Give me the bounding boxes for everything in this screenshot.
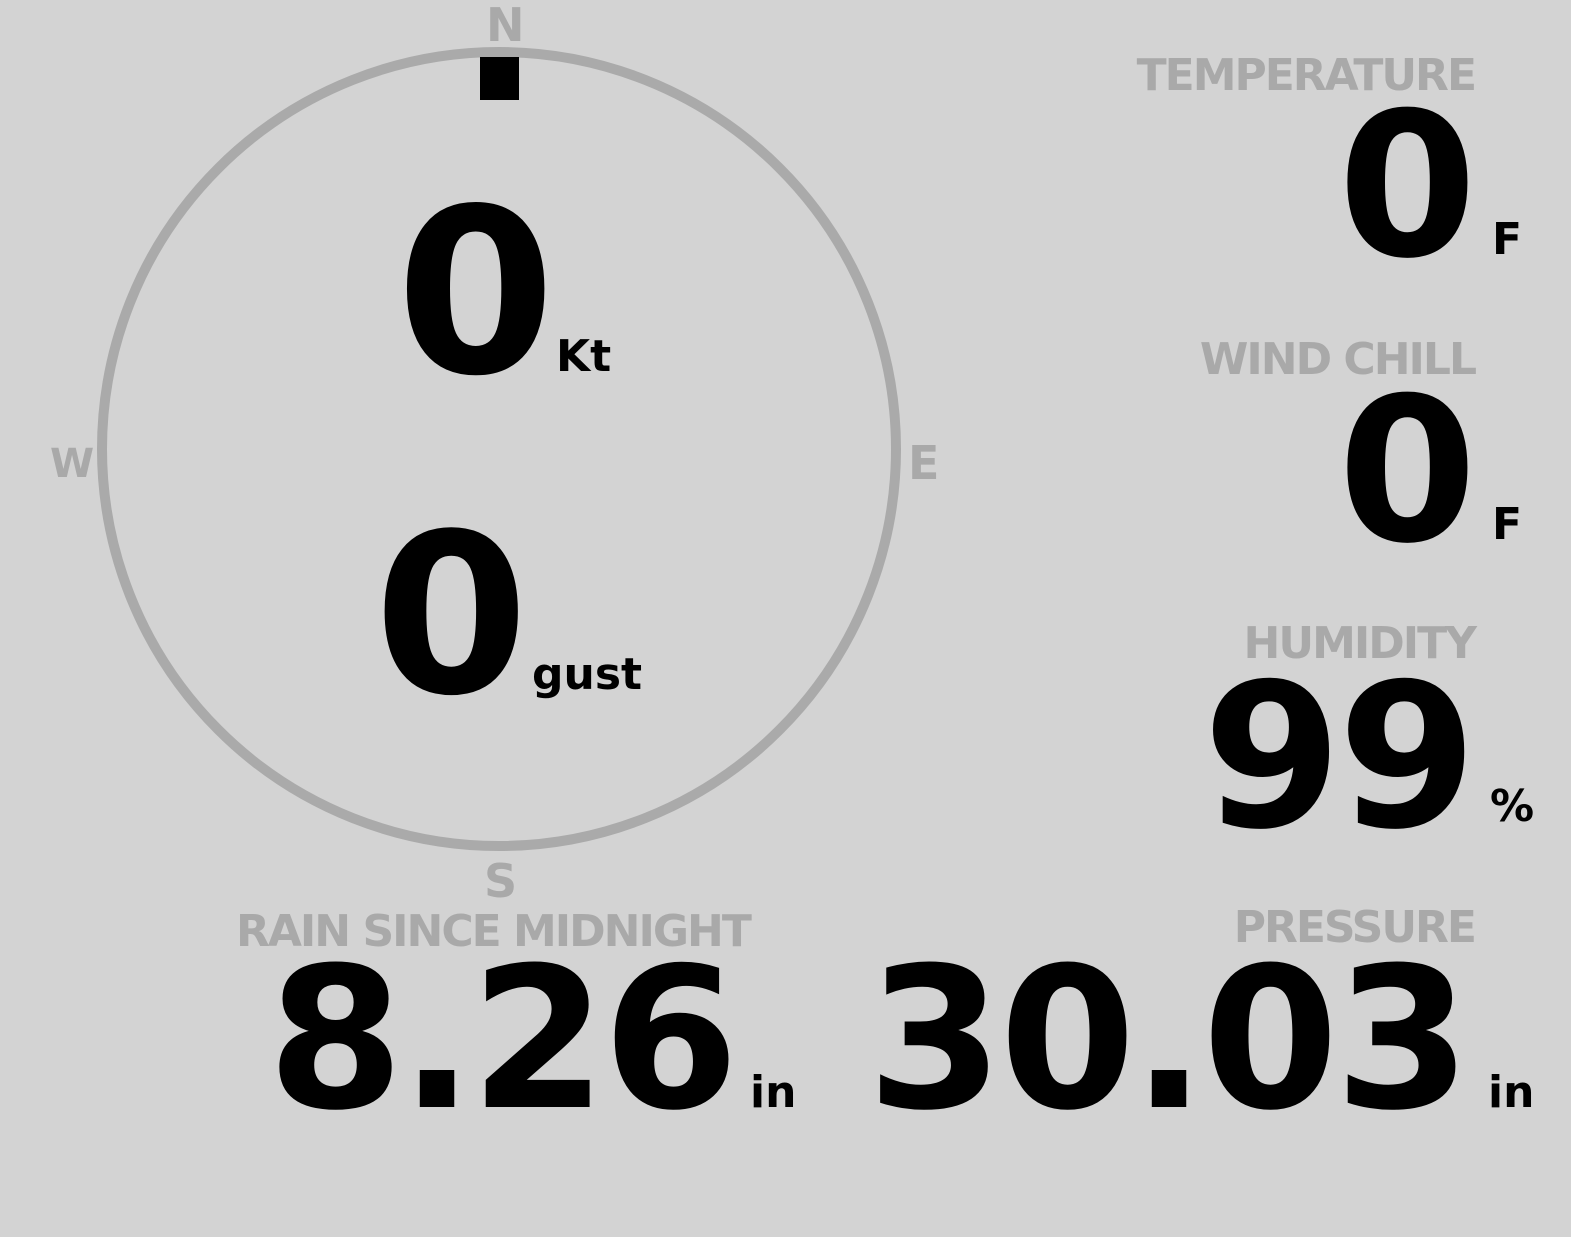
- humidity-unit: %: [1490, 781, 1535, 832]
- rain-value: 8.26: [267, 926, 739, 1154]
- pressure-value: 30.03: [867, 926, 1471, 1154]
- temperature-unit: F: [1492, 214, 1523, 265]
- wind-gust-unit: gust: [532, 649, 643, 700]
- wind-direction-marker: [480, 57, 519, 100]
- wind-gust-value: 0: [374, 487, 528, 745]
- temperature-value: 0: [1337, 70, 1477, 303]
- wind-speed-unit: Kt: [556, 331, 612, 382]
- temperature-label: TEMPERATURE: [1136, 50, 1477, 101]
- compass-dial: [97, 47, 901, 851]
- wind-chill-label: WIND CHILL: [1199, 334, 1477, 385]
- wind-speed-value: 0: [396, 160, 555, 427]
- wind-chill-value: 0: [1337, 355, 1477, 588]
- pressure-label: PRESSURE: [1233, 902, 1477, 953]
- compass-ring: [97, 47, 901, 851]
- wind-chill-unit: F: [1492, 499, 1523, 550]
- compass-north: N: [486, 0, 525, 52]
- pressure-unit: in: [1488, 1067, 1535, 1118]
- humidity-value: 99: [1202, 641, 1477, 874]
- rain-unit: in: [750, 1067, 797, 1118]
- compass-west: W: [50, 441, 95, 487]
- compass-east: E: [908, 436, 940, 490]
- rain-label: RAIN SINCE MIDNIGHT: [236, 906, 752, 957]
- compass-south: S: [484, 854, 518, 908]
- humidity-label: HUMIDITY: [1243, 618, 1477, 669]
